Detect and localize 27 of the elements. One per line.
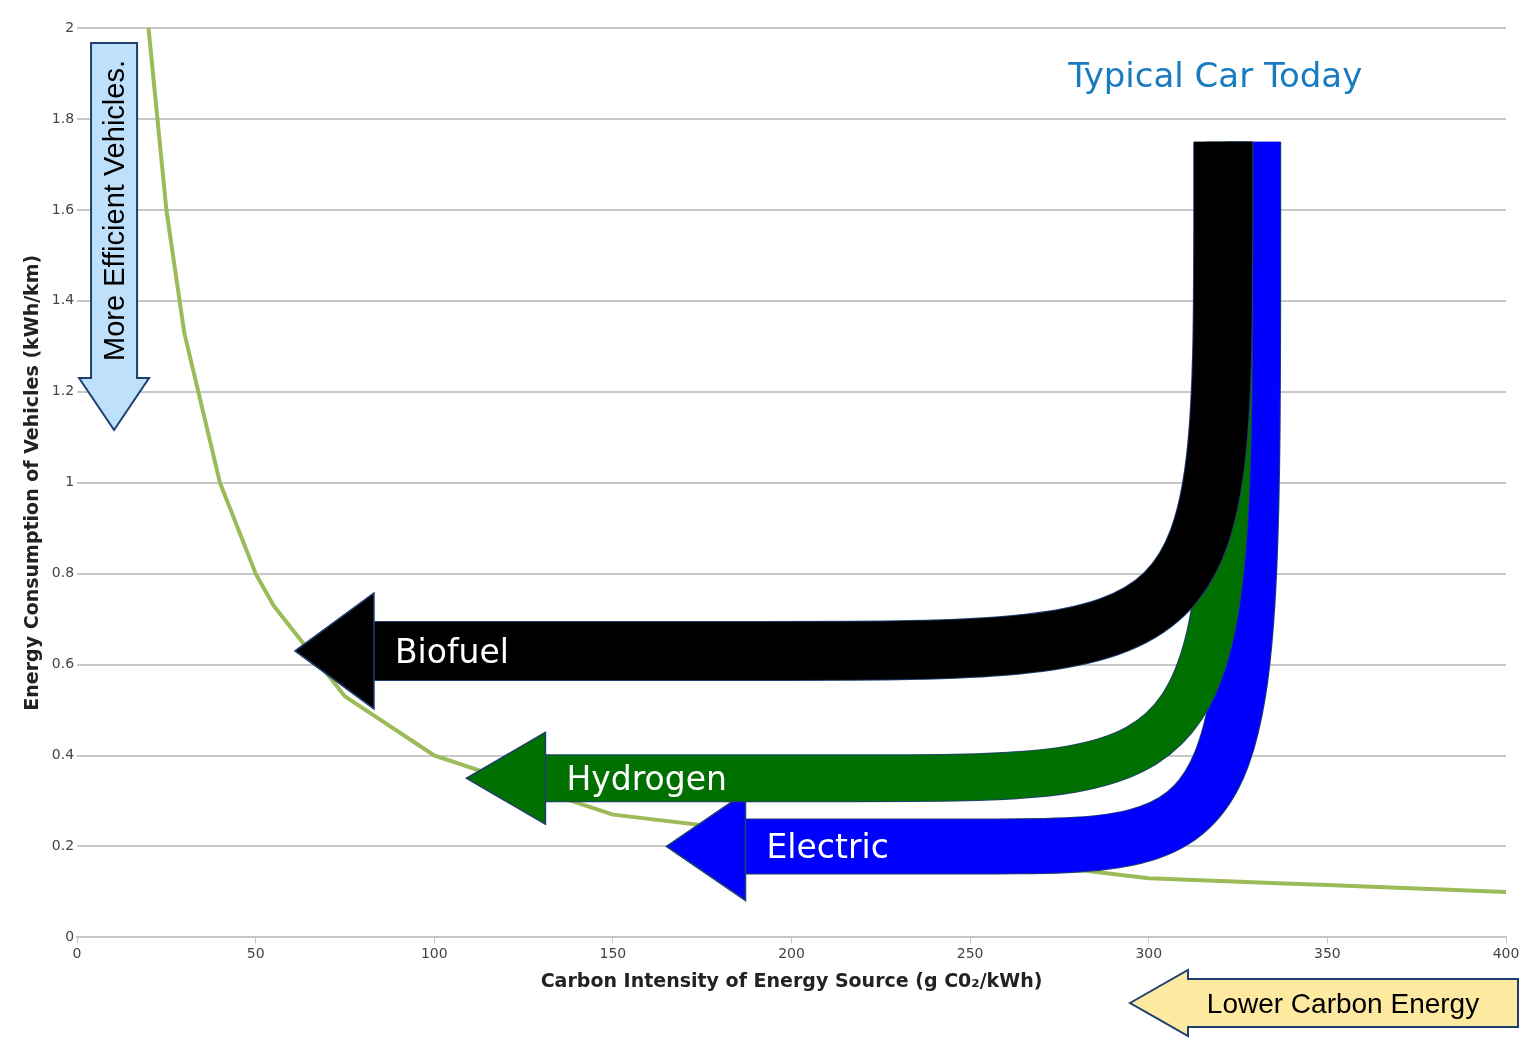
y-tick-label: 1.8 (51, 109, 75, 126)
x-tick-label: 100 (420, 945, 448, 962)
y-tick-label: 1 (65, 473, 75, 490)
y-tick-label: 1.4 (51, 291, 75, 308)
y-tick-label: 2 (65, 18, 75, 35)
y-tick-label: 1.2 (51, 382, 75, 399)
text: Lower Carbon Energy (1206, 988, 1480, 1019)
x-tick-label: 350 (1314, 945, 1341, 962)
x-tick-label: 400 (1492, 945, 1520, 962)
annotation: Electric (766, 827, 889, 867)
y-tick-label: 0 (65, 928, 75, 945)
y-axis-title: Energy Consumption of Vehicles (kWh/km) (20, 254, 43, 711)
annotation: Biofuel (394, 631, 509, 671)
y-tick-label: 0.6 (51, 655, 75, 672)
y-tick-label: 0.4 (51, 746, 75, 763)
x-tick-label: 250 (956, 945, 984, 962)
x-tick-label: 300 (1135, 945, 1163, 962)
x-tick-label: 150 (599, 945, 627, 962)
x-axis-title: Carbon Intensity of Energy Source (g C0₂/kWh) (540, 968, 1043, 991)
y-tick-label: 0.2 (51, 837, 75, 854)
annotation: More Efficient Vehicles. (98, 60, 131, 361)
annotation: Hydrogen (566, 759, 727, 799)
y-tick-label: 0.8 (51, 564, 75, 581)
x-tick-label: 50 (246, 945, 265, 962)
x-tick-label: 200 (778, 945, 805, 962)
y-tick-label: 1.6 (51, 200, 75, 217)
annotation: Typical Car Today (1067, 54, 1363, 95)
